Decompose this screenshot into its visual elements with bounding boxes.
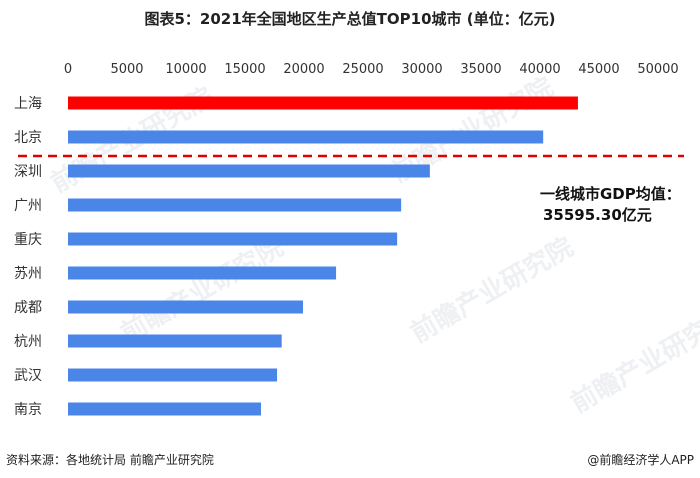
category-label: 重庆 [14, 232, 42, 248]
bar-重庆 [68, 232, 398, 246]
x-tick-label: 35000 [460, 62, 501, 77]
bar-北京 [68, 130, 544, 144]
x-tick-label: 5000 [110, 62, 143, 77]
x-tick-label: 25000 [342, 62, 383, 77]
category-label: 深圳 [14, 164, 42, 180]
x-tick-label: 50000 [637, 62, 678, 77]
category-label: 成都 [14, 300, 42, 316]
bar-南京 [68, 402, 261, 416]
x-tick-label: 20000 [283, 62, 324, 77]
x-tick-label: 40000 [519, 62, 560, 77]
bar-广州 [68, 198, 402, 212]
x-tick-label: 30000 [401, 62, 442, 77]
category-label: 杭州 [14, 334, 42, 350]
annotation-line-2: 35595.30亿元 [543, 206, 652, 224]
x-tick-label: 45000 [578, 62, 619, 77]
bar-苏州 [68, 266, 337, 280]
category-label: 北京 [14, 130, 42, 146]
x-tick-label: 15000 [224, 62, 265, 77]
source-note: 资料来源：各地统计局 前瞻产业研究院 [6, 453, 214, 467]
x-tick-label: 10000 [165, 62, 206, 77]
bar-成都 [68, 300, 304, 314]
annotation-line-1: 一线城市GDP均值： [540, 185, 681, 203]
category-label: 武汉 [14, 368, 42, 384]
category-label: 南京 [14, 402, 42, 418]
category-label: 苏州 [14, 266, 42, 282]
gdp-average-annotation: 一线城市GDP均值： 35595.30亿元 [540, 184, 690, 226]
bar-上海 [68, 96, 578, 110]
bar-深圳 [68, 164, 430, 178]
bar-武汉 [68, 368, 278, 382]
bar-杭州 [68, 334, 282, 348]
chart-title: 图表5：2021年全国地区生产总值TOP10城市 (单位：亿元) [144, 10, 556, 28]
x-tick-label: 0 [64, 62, 72, 77]
category-label: 广州 [14, 198, 42, 214]
brand-credit: @前瞻经济学人APP [587, 453, 694, 467]
category-label: 上海 [14, 96, 42, 112]
